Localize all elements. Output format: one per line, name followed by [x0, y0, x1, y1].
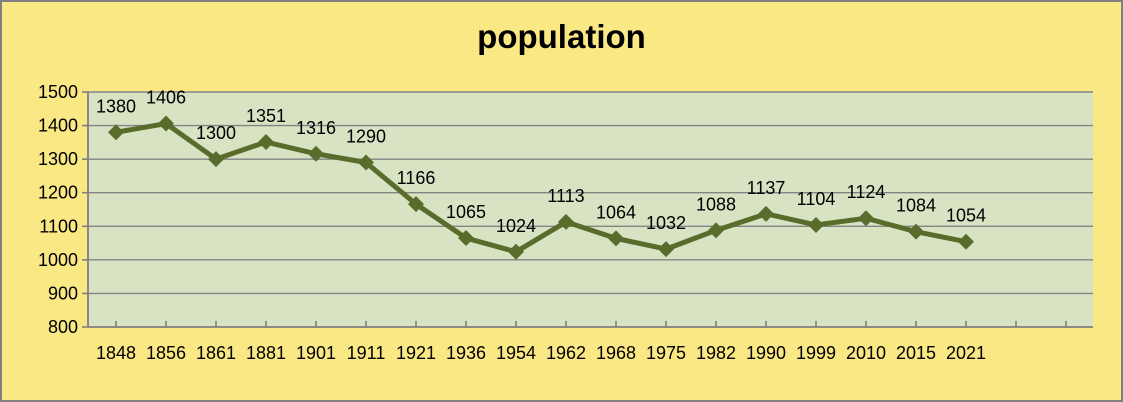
- data-label: 1113: [547, 186, 584, 206]
- x-axis-tick-label: 1954: [496, 343, 536, 363]
- data-label: 1065: [446, 202, 486, 222]
- x-axis-tick-label: 1848: [96, 343, 136, 363]
- data-point-marker: [658, 241, 674, 258]
- data-point-marker: [758, 205, 774, 222]
- x-axis-tick-label: 2021: [946, 343, 986, 363]
- x-axis-tick-label: 1936: [446, 343, 486, 363]
- data-label: 1064: [596, 202, 636, 222]
- x-axis-tick-label: 1921: [396, 343, 436, 363]
- data-label: 1380: [96, 96, 136, 116]
- x-axis-tick-label: 1962: [546, 343, 586, 363]
- data-point-marker: [108, 124, 124, 141]
- data-label: 1024: [496, 216, 536, 236]
- x-axis-tick-label: 1982: [696, 343, 736, 363]
- data-point-marker: [158, 115, 174, 132]
- data-point-marker: [808, 216, 824, 233]
- data-point-marker: [708, 222, 724, 239]
- data-point-marker: [508, 243, 524, 260]
- data-point-marker: [908, 223, 924, 240]
- plot-area: [88, 92, 1093, 327]
- y-axis-tick-label: 1100: [39, 216, 78, 236]
- data-label: 1137: [747, 178, 786, 198]
- data-point-marker: [208, 151, 224, 168]
- x-axis-tick-label: 1881: [246, 343, 286, 363]
- y-axis-tick-label: 1200: [38, 183, 78, 203]
- data-label: 1054: [946, 206, 986, 226]
- data-point-marker: [958, 233, 974, 250]
- data-point-marker: [558, 213, 574, 230]
- y-axis-tick-label: 1500: [38, 82, 78, 102]
- chart-title: population: [477, 18, 646, 55]
- x-axis-tick-label: 1999: [796, 343, 836, 363]
- data-point-marker: [408, 196, 424, 213]
- data-label: 1104: [797, 189, 836, 209]
- data-point-marker: [308, 145, 324, 162]
- data-label: 1290: [346, 127, 386, 147]
- x-axis-tick-label: 1990: [746, 343, 786, 363]
- x-axis-tick-label: 1901: [296, 343, 336, 363]
- data-series-line: [113, 121, 969, 255]
- data-point-marker: [608, 230, 624, 247]
- y-axis-tick-label: 900: [48, 283, 78, 303]
- data-label: 1300: [196, 123, 236, 143]
- y-axis-tick-label: 800: [48, 317, 78, 337]
- data-label: 1351: [246, 106, 286, 126]
- y-axis-tick-label: 1000: [38, 250, 78, 270]
- x-axis-tick-label: 1968: [596, 343, 636, 363]
- data-label: 1124: [847, 182, 886, 202]
- x-axis-tick-label: 2015: [896, 343, 936, 363]
- y-axis-tick-label: 1400: [38, 116, 78, 136]
- data-label: 1032: [646, 213, 686, 233]
- data-label: 1166: [397, 168, 436, 188]
- data-label: 1084: [896, 196, 936, 216]
- x-axis-tick-label: 1861: [196, 343, 236, 363]
- data-point-marker: [858, 210, 874, 227]
- data-point-marker: [358, 154, 374, 171]
- x-axis-tick-label: 1911: [347, 343, 386, 363]
- y-axis-tick-label: 1300: [38, 149, 78, 169]
- data-label: 1088: [696, 194, 736, 214]
- data-point-marker: [258, 134, 274, 151]
- data-point-marker: [458, 230, 474, 247]
- data-label: 1316: [296, 118, 336, 138]
- data-label: 1406: [146, 88, 186, 108]
- x-axis-tick-label: 1856: [146, 343, 186, 363]
- x-axis-tick-label: 1975: [646, 343, 686, 363]
- x-axis-tick-label: 2010: [846, 343, 886, 363]
